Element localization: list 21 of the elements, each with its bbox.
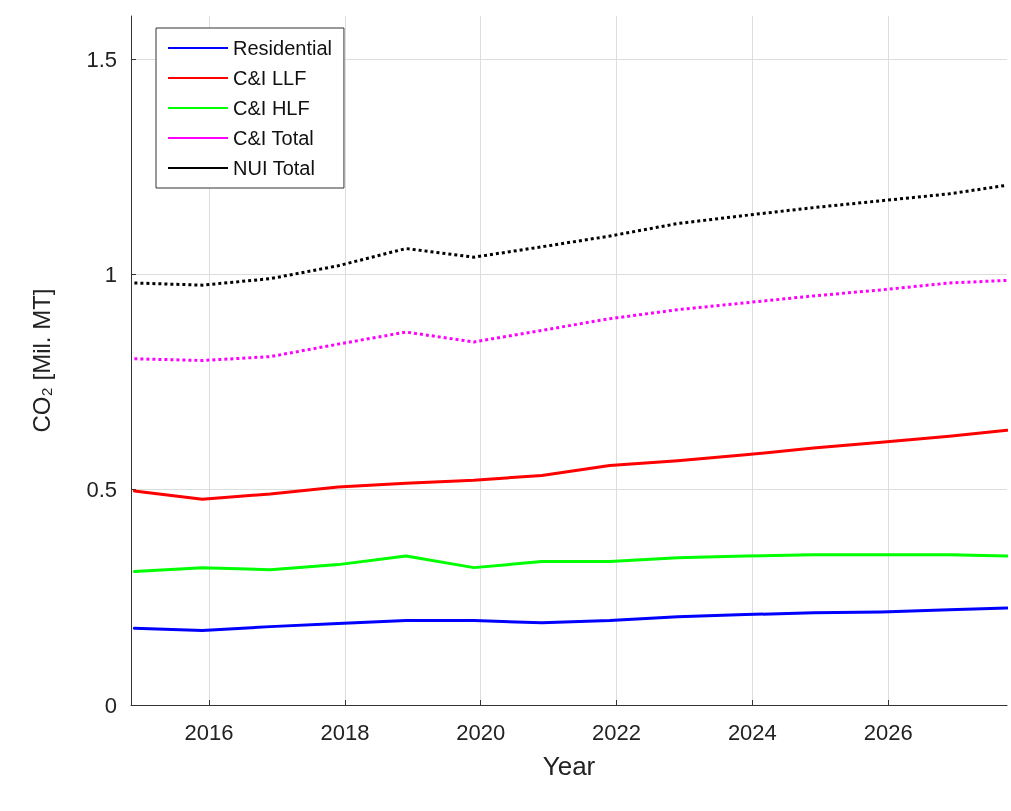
legend-label: C&I LLF <box>233 67 307 89</box>
y-tick-label: 1.5 <box>86 46 117 72</box>
x-tick-label: 2018 <box>320 719 370 745</box>
legend-label: C&I HLF <box>233 97 310 119</box>
line-series <box>132 278 1008 362</box>
legend-label: Residential <box>233 37 332 59</box>
x-tick-label: 2024 <box>727 719 777 745</box>
x-tick-label: 2026 <box>863 719 913 745</box>
y-tick-label: 0 <box>104 692 117 718</box>
line-series <box>132 606 1008 632</box>
y-tick-label: 0.5 <box>86 477 117 503</box>
line-series <box>132 553 1008 574</box>
x-axis-title: Year <box>542 751 596 781</box>
legend-label: NUI Total <box>233 157 315 179</box>
x-tick-label: 2020 <box>456 719 506 745</box>
x-tick-label: 2022 <box>592 719 642 745</box>
x-tick-label: 2016 <box>184 719 234 745</box>
legend-label: C&I Total <box>233 127 314 149</box>
y-tick-label: 1 <box>104 261 117 287</box>
y-axis-title: CO₂ [Mil. MT] <box>27 288 55 433</box>
line-series <box>132 428 1008 501</box>
